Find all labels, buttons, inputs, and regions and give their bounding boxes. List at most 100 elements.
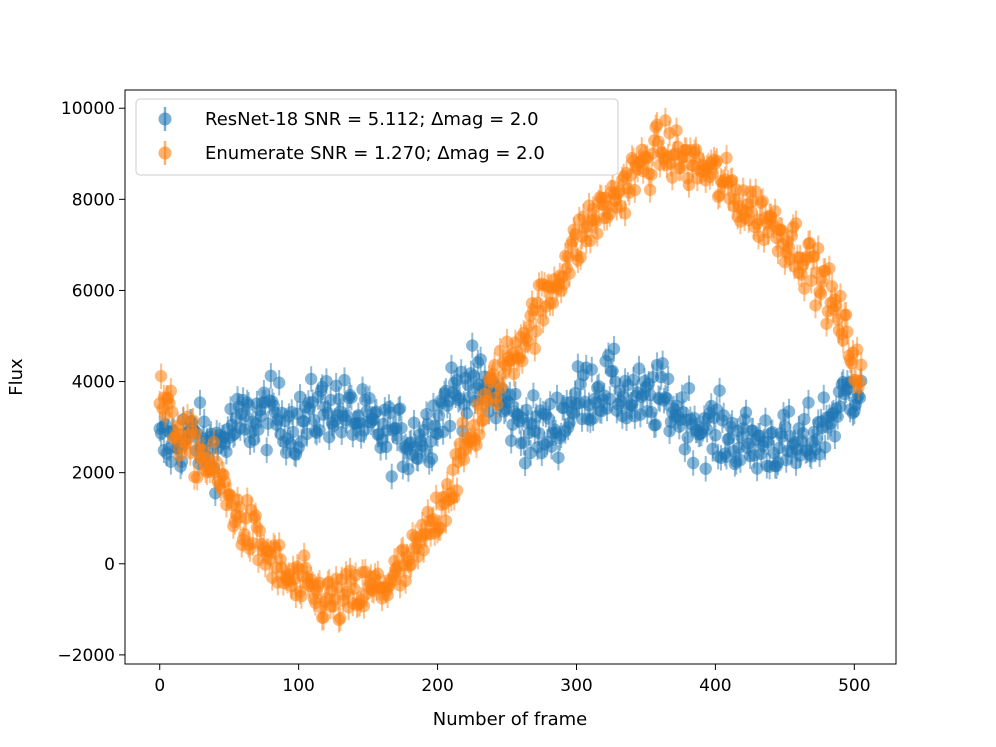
data-point <box>670 124 683 137</box>
legend: ResNet-18 SNR = 5.112; Δmag = 2.0 Enumer… <box>135 98 619 176</box>
y-tick-label: 6000 <box>72 281 115 301</box>
data-point <box>802 396 815 409</box>
data-point <box>411 452 425 465</box>
x-axis-label: Number of frame <box>433 709 587 730</box>
data-point <box>563 267 576 280</box>
data-point <box>166 405 179 419</box>
data-point <box>591 227 604 240</box>
data-point <box>536 314 550 327</box>
data-point <box>399 574 412 588</box>
data-point <box>678 442 692 456</box>
series-1-points <box>153 107 868 633</box>
data-point <box>456 416 469 430</box>
data-point <box>798 413 811 426</box>
data-point <box>273 376 286 389</box>
data-point <box>739 406 753 419</box>
data-point <box>517 436 530 449</box>
data-point <box>834 289 847 303</box>
data-point <box>273 538 286 552</box>
data-point <box>334 612 347 625</box>
data-point <box>385 470 398 483</box>
series-0-points <box>153 332 868 507</box>
x-axis-ticks: 0 100 200 300 400 500 <box>154 664 871 696</box>
data-point <box>845 356 858 370</box>
data-point <box>295 589 308 603</box>
data-point <box>518 457 532 470</box>
data-point <box>663 424 676 438</box>
data-point <box>443 419 457 433</box>
data-point <box>574 251 587 264</box>
legend-label-enumerate: Enumerate SNR = 1.270; Δmag = 2.0 <box>205 143 545 164</box>
data-point <box>247 433 261 447</box>
data-point <box>232 500 246 514</box>
data-point <box>345 391 358 404</box>
data-point <box>812 242 825 255</box>
data-point <box>796 427 810 440</box>
data-point <box>393 402 407 415</box>
data-point <box>193 396 207 409</box>
data-point <box>546 297 560 310</box>
data-point <box>509 387 522 401</box>
data-point <box>186 414 200 427</box>
y-axis-label: Flux <box>6 358 27 396</box>
data-point <box>552 451 565 464</box>
data-point <box>189 427 203 441</box>
data-point <box>491 398 504 411</box>
data-point <box>313 423 326 437</box>
data-point <box>818 441 832 454</box>
data-point <box>627 373 640 387</box>
data-point <box>734 453 747 467</box>
data-point <box>530 324 543 338</box>
data-point <box>197 415 211 428</box>
data-point <box>649 418 662 431</box>
data-point <box>520 403 533 417</box>
data-point <box>725 173 739 187</box>
data-point <box>477 413 490 426</box>
data-point <box>855 358 868 372</box>
data-point <box>756 194 769 208</box>
data-point <box>550 391 564 404</box>
data-point <box>823 262 836 275</box>
data-point <box>782 405 796 418</box>
y-tick-label: −2000 <box>57 646 115 666</box>
data-point <box>238 528 251 541</box>
data-point <box>768 205 782 218</box>
data-point <box>320 374 333 388</box>
data-point <box>682 178 696 192</box>
data-point <box>154 369 168 383</box>
data-point <box>317 611 330 624</box>
data-point <box>379 440 393 454</box>
data-point <box>720 151 733 165</box>
data-point <box>789 217 803 230</box>
data-point <box>532 426 546 440</box>
data-point <box>371 567 385 580</box>
data-point <box>516 354 529 368</box>
data-point <box>656 357 669 370</box>
data-point <box>717 409 730 422</box>
y-tick-label: 0 <box>104 555 115 575</box>
data-point <box>617 390 630 403</box>
data-point <box>545 440 558 453</box>
data-point <box>348 582 361 596</box>
data-point <box>682 381 696 395</box>
data-point <box>420 407 433 421</box>
data-point <box>659 114 672 127</box>
data-point <box>528 342 542 355</box>
data-point <box>210 455 223 469</box>
data-point <box>395 421 408 435</box>
data-point <box>260 443 273 457</box>
data-point <box>241 494 254 507</box>
x-tick-label: 100 <box>282 676 314 696</box>
data-point <box>809 299 822 312</box>
data-point <box>220 445 233 458</box>
data-point <box>699 462 712 475</box>
data-point <box>749 185 762 198</box>
data-point <box>759 414 772 427</box>
data-point <box>298 549 311 562</box>
data-point <box>425 452 439 465</box>
data-point <box>666 171 679 184</box>
legend-marker-resnet <box>158 107 172 131</box>
data-point <box>585 363 598 376</box>
data-point <box>164 384 178 398</box>
data-point <box>304 372 318 386</box>
